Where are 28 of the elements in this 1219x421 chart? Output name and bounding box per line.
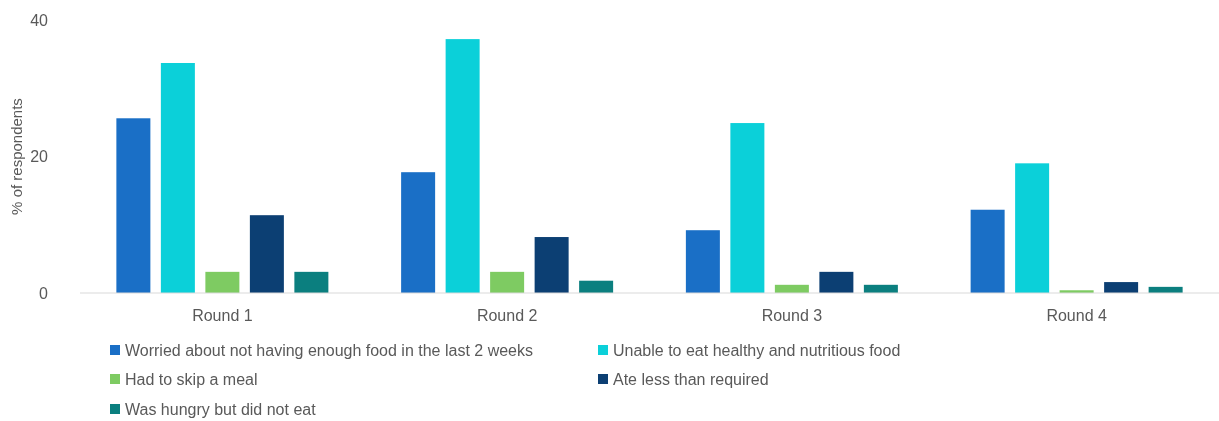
- bar: [401, 172, 436, 293]
- bar: [116, 118, 151, 293]
- legend-label: Worried about not having enough food in the last 2 weeks: [125, 341, 533, 359]
- bar: [445, 39, 480, 293]
- bar: [534, 237, 569, 293]
- x-tick-label: Round 2: [476, 307, 538, 324]
- legend-label: Had to skip a meal: [125, 370, 258, 388]
- bar: [730, 123, 765, 293]
- bar: [205, 271, 240, 293]
- bar: [249, 215, 284, 293]
- x-tick-label: Round 3: [761, 307, 823, 324]
- y-axis-title: % of respondents: [8, 98, 25, 215]
- legend-label: Unable to eat healthy and nutritious food: [613, 341, 901, 359]
- x-tick-label: Round 4: [1046, 307, 1107, 324]
- bar: [1015, 163, 1050, 293]
- bar: [1104, 282, 1139, 293]
- y-tick-label: 0: [39, 284, 49, 302]
- legend-label: Was hungry but did not eat: [125, 400, 317, 418]
- bar: [160, 63, 195, 293]
- y-tick-label: 20: [30, 148, 49, 166]
- bar: [490, 271, 525, 293]
- x-tick-label: Round 1: [192, 307, 253, 324]
- bar: [970, 209, 1005, 293]
- bar: [819, 271, 854, 293]
- legend-label: Ate less than required: [613, 370, 769, 388]
- bar: [685, 230, 720, 293]
- y-tick-label: 40: [30, 11, 49, 29]
- bar: [294, 271, 329, 293]
